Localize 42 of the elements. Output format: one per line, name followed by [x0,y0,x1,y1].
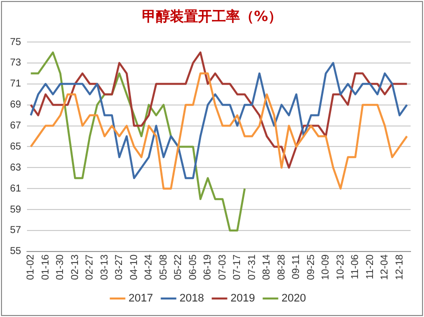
y-tick-label: 55 [10,246,22,258]
x-tick-label: 06-19 [202,254,214,280]
x-tick-label: 08-28 [276,254,288,280]
legend-label: 2018 [180,292,204,305]
x-tick-label: 02-13 [70,254,81,280]
x-tick-label: 12-04 [380,254,391,280]
legend-label: 2020 [281,292,306,305]
x-tick-label: 03-27 [114,254,126,280]
y-tick-label: 71 [10,78,22,90]
x-tick-label: 10-09 [320,254,332,280]
legend-label: 2017 [128,292,154,305]
x-tick-label: 12-18 [394,254,406,280]
x-tick-label: 05-22 [173,254,184,280]
x-tick-label: 02-27 [84,254,96,280]
x-tick-label: 07-17 [232,254,244,280]
y-tick-label: 75 [10,36,22,48]
y-tick-label: 65 [10,141,22,152]
y-tick-label: 59 [10,204,22,216]
x-tick-label: 09-11 [291,254,302,280]
x-tick-label: 07-31 [246,254,258,280]
y-tick-label: 63 [10,162,22,174]
chart-title: 甲醇装置开工率（%） [140,8,284,26]
x-tick-label: 11-06 [350,254,362,280]
x-tick-label: 06-05 [188,254,199,280]
x-tick-label: 03-13 [99,254,110,280]
x-tick-label: 05-08 [158,254,170,280]
legend-label: 2019 [230,292,255,305]
y-tick-label: 57 [10,225,22,236]
x-tick-label: 01-16 [40,254,52,280]
x-tick-label: 04-10 [128,254,140,280]
x-tick-label: 01-30 [55,254,66,280]
x-tick-label: 01-02 [26,254,37,280]
y-tick-label: 73 [10,58,22,69]
x-tick-label: 09-25 [306,254,317,280]
x-tick-label: 11-20 [364,254,376,280]
x-tick-label: 08-14 [262,254,273,280]
x-tick-label: 04-24 [144,254,155,280]
y-tick-label: 69 [10,100,22,111]
x-tick-label: 10-23 [335,254,346,280]
y-tick-label: 61 [10,183,22,194]
x-tick-label: 07-03 [217,254,228,280]
y-tick-label: 67 [10,120,22,132]
